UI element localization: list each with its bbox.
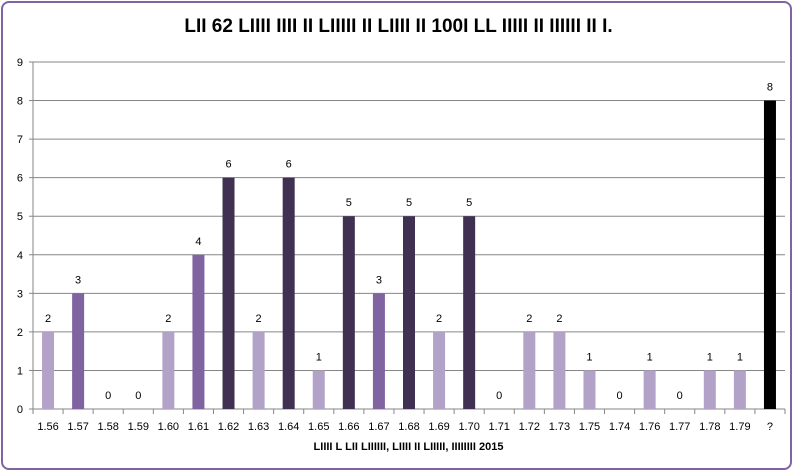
y-tick-label: 2 bbox=[17, 327, 23, 339]
data-label: 1 bbox=[316, 351, 322, 363]
x-tick-label: 1.61 bbox=[188, 421, 209, 433]
x-tick-label: 1.79 bbox=[729, 421, 750, 433]
y-tick-label: 3 bbox=[17, 288, 23, 300]
x-tick-label: 1.58 bbox=[97, 421, 118, 433]
x-tick-label: 1.77 bbox=[669, 421, 690, 433]
data-label: 5 bbox=[406, 197, 412, 209]
data-label: 8 bbox=[767, 82, 773, 94]
x-tick-label: 1.64 bbox=[278, 421, 299, 433]
chart-frame bbox=[1, 1, 792, 470]
y-tick-labels: 0 1 2 3 4 5 6 7 8 9 bbox=[17, 57, 23, 416]
x-tick-label: 1.69 bbox=[428, 421, 449, 433]
x-tick-label: 1.59 bbox=[128, 421, 149, 433]
bar bbox=[403, 216, 415, 409]
bar bbox=[342, 216, 355, 409]
data-label: 2 bbox=[256, 313, 262, 325]
x-tick-label: 1.67 bbox=[368, 421, 389, 433]
data-label: 5 bbox=[346, 197, 352, 209]
bar bbox=[703, 370, 716, 409]
x-tick-label: 1.70 bbox=[458, 421, 479, 433]
y-tick-label: 0 bbox=[17, 404, 23, 416]
data-label: 2 bbox=[556, 313, 562, 325]
x-tick-label: 1.78 bbox=[699, 421, 720, 433]
data-labels: 2 3 0 0 2 4 6 2 6 1 5 3 5 2 5 0 2 2 1 0 1 0 1 1 8 bbox=[45, 82, 773, 402]
bar bbox=[162, 331, 175, 409]
data-label: 1 bbox=[586, 351, 592, 363]
bars bbox=[42, 100, 776, 410]
x-tick-label: 1.74 bbox=[609, 421, 630, 433]
x-tick-label: 1.72 bbox=[519, 421, 540, 433]
x-tick-label: 1.76 bbox=[639, 421, 660, 433]
bar bbox=[643, 370, 656, 409]
data-label: 2 bbox=[165, 313, 171, 325]
x-tick-label: 1.63 bbox=[248, 421, 269, 433]
data-label: 2 bbox=[45, 313, 51, 325]
bar bbox=[433, 331, 446, 409]
x-tick-label: 1.62 bbox=[218, 421, 239, 433]
bar bbox=[463, 216, 476, 409]
x-tick-label: 1.60 bbox=[158, 421, 179, 433]
data-label: 2 bbox=[526, 313, 532, 325]
bar bbox=[763, 100, 776, 410]
y-tick-label: 7 bbox=[17, 134, 23, 146]
x-tick-labels: 1.56 1.57 1.58 1.59 1.60 1.61 1.62 1.63 1.64 1.65… bbox=[37, 421, 773, 433]
x-tick-label: 1.65 bbox=[308, 421, 329, 433]
y-tick-label: 9 bbox=[17, 57, 23, 69]
bar bbox=[372, 293, 385, 409]
x-tick-label: 1.75 bbox=[579, 421, 600, 433]
y-tick-label: 4 bbox=[17, 250, 23, 262]
x-tick-label: 1.66 bbox=[338, 421, 359, 433]
x-axis-label: LIIII L LII LIIIIII, LIIII II LIIIII, II… bbox=[313, 441, 504, 453]
data-label: 0 bbox=[616, 390, 622, 402]
bar bbox=[312, 370, 325, 409]
bar bbox=[583, 370, 596, 409]
bar bbox=[192, 254, 205, 409]
data-label: 0 bbox=[677, 390, 683, 402]
x-tick-label: 1.68 bbox=[398, 421, 419, 433]
data-label: 2 bbox=[436, 313, 442, 325]
data-label: 0 bbox=[135, 390, 141, 402]
bar bbox=[282, 177, 295, 409]
data-label: 6 bbox=[286, 159, 292, 171]
y-tick-label: 6 bbox=[17, 173, 23, 185]
data-label: 0 bbox=[105, 390, 111, 402]
bar bbox=[523, 331, 536, 409]
data-label: 1 bbox=[707, 351, 713, 363]
x-tick-label: 1.71 bbox=[489, 421, 510, 433]
y-tick-label: 5 bbox=[17, 211, 23, 223]
bar bbox=[252, 331, 265, 409]
data-label: 1 bbox=[647, 351, 653, 363]
bar bbox=[72, 293, 85, 409]
bar bbox=[733, 370, 746, 409]
data-label: 0 bbox=[496, 390, 502, 402]
x-tick-label: ? bbox=[767, 421, 773, 433]
data-label: 3 bbox=[75, 274, 81, 286]
y-tick-label: 1 bbox=[17, 365, 23, 377]
data-label: 5 bbox=[466, 197, 472, 209]
bar bbox=[42, 331, 55, 409]
data-label: 4 bbox=[195, 236, 201, 248]
x-tick-label: 1.73 bbox=[549, 421, 570, 433]
data-label: 1 bbox=[737, 351, 743, 363]
bar bbox=[553, 331, 566, 409]
bar bbox=[222, 177, 235, 409]
x-tick-label: 1.57 bbox=[67, 421, 88, 433]
chart-title: LII 62 LIIII IIII II LIIIII II LIIII II … bbox=[184, 16, 613, 37]
y-tick-label: 8 bbox=[17, 96, 23, 108]
x-tick-label: 1.56 bbox=[37, 421, 58, 433]
data-label: 3 bbox=[376, 274, 382, 286]
data-label: 6 bbox=[225, 159, 231, 171]
